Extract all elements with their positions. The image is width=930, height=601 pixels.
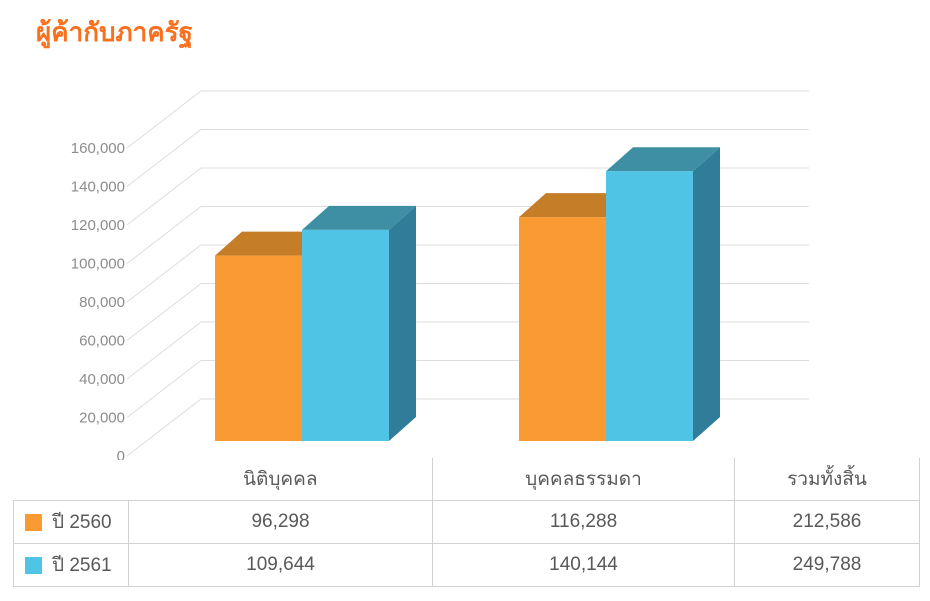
table-row-year-2560: ปี 2560 96,298 116,288 212,586 [13,500,920,544]
gridline [126,129,809,187]
table-cell: 212,586 [734,500,920,544]
y-axis-tick-label: 140,000 [71,179,125,196]
y-axis-tick-label: 40,000 [79,371,125,388]
bar-front-face [519,217,606,441]
table-cell: 116,288 [432,500,735,544]
column-header-grand-total: รวมทั้งสิ้น [734,458,920,501]
column-header-juristic-person: นิติบุคคล [128,458,433,501]
bar-front-face [302,229,389,441]
y-axis-tick-label: 160,000 [71,140,125,157]
y-axis-tick-label: 60,000 [79,333,125,350]
table-corner-cell [14,458,129,501]
y-axis-tick-label: 20,000 [79,410,125,427]
legend-item-year-2561: ปี 2561 [13,543,129,587]
gridline [126,90,809,149]
y-axis-tick-label: 80,000 [79,294,125,311]
gridline [126,167,809,226]
bar-front-face [215,255,302,441]
table-header-row: นิติบุคคล บุคคลธรรมดา รวมทั้งสิ้น [14,458,920,501]
y-axis-tick-label: 0 [117,448,125,460]
table-cell: 140,144 [432,543,735,587]
y-axis-tick-label: 100,000 [71,256,125,273]
bar-side-face [389,205,416,441]
y-axis-tick-label: 120,000 [71,217,125,234]
legend-label: ปี 2560 [52,512,112,533]
bar-top-face [519,193,633,218]
bar-top-face [302,205,416,230]
bar-front-face [606,171,693,441]
table-cell: 109,644 [128,543,433,587]
column-header-natural-person: บุคคลธรรมดา [432,458,735,501]
bar-top-face [606,147,720,172]
series-swatch-year-2561 [25,556,42,574]
page-title: ผู้ค้ากับภาครัฐ [36,17,193,47]
table-cell: 96,298 [128,500,433,544]
table-cell: 249,788 [734,543,920,587]
data-table: นิติบุคคล บุคคลธรรมดา รวมทั้งสิ้น ปี 256… [13,458,920,587]
bar-side-face [693,147,720,441]
series-swatch-year-2560 [25,513,42,531]
bar-chart: 0 20,000 40,000 60,000 80,000 100,000 120,000 1… [71,90,809,460]
legend-label: ปี 2561 [52,555,112,576]
bar-top-face [215,231,329,256]
table-row-year-2561: ปี 2561 109,644 140,144 249,788 [13,543,920,587]
legend-item-year-2560: ปี 2560 [13,500,129,544]
